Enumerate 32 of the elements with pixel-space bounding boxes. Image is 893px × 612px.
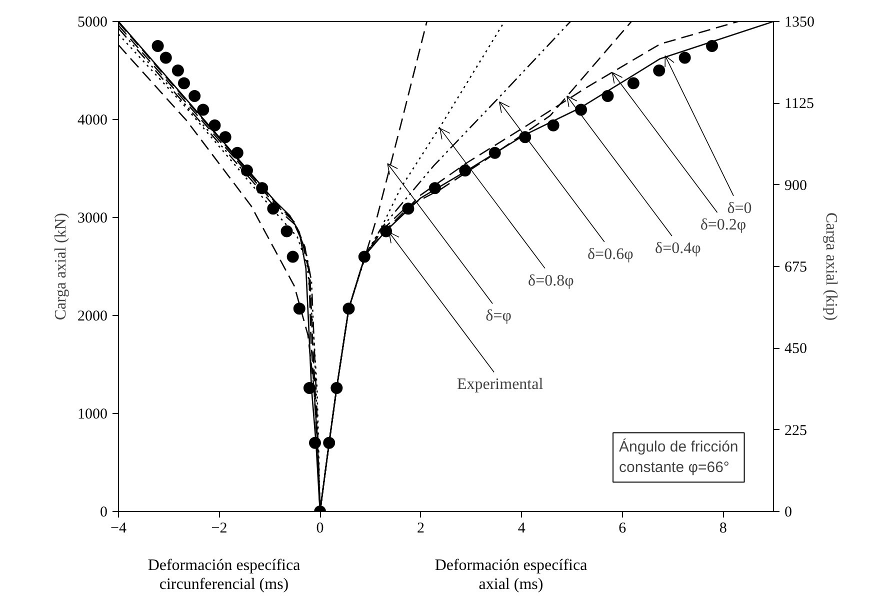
x-tick-label: −4 <box>110 520 127 536</box>
x-tick-label: 8 <box>719 520 727 536</box>
y-tick-label: 5000 <box>78 14 108 30</box>
annotation: Ángulo de fricción constante φ=66° <box>619 438 738 476</box>
x-tick-label: 6 <box>618 520 627 536</box>
y-tick-label: 0 <box>100 504 108 520</box>
y2-axis-title: Carga axial (kip) <box>822 212 840 321</box>
y2-tick-label: 1125 <box>784 96 814 112</box>
y-tick-label: 4000 <box>78 112 108 128</box>
x-tick-label: 2 <box>417 520 425 536</box>
annotation: δ=0.8φ <box>528 272 574 290</box>
y2-tick-label: 450 <box>784 341 807 358</box>
x-tick-label: −2 <box>211 520 228 536</box>
y-tick-label: 1000 <box>78 406 108 422</box>
y-axis-title: Carga axial (kN) <box>52 212 70 320</box>
x-axis-title: Deformación específica circunferencial (ms) <box>148 556 300 594</box>
y-tick-label: 3000 <box>78 210 108 226</box>
annotation: δ=0.2φ <box>700 216 746 234</box>
y2-tick-label: 225 <box>784 422 807 439</box>
annotation: Experimental <box>456 376 544 394</box>
x-tick-label: 0 <box>316 520 324 536</box>
annotation: δ=0.6φ <box>588 246 634 263</box>
y2-tick-label: 900 <box>784 178 807 194</box>
y2-tick-label: 675 <box>784 260 807 276</box>
text: Deformación específica axial (ms) <box>434 556 588 594</box>
annotation: δ=0 <box>727 200 752 217</box>
y-tick-label: 2000 <box>78 308 108 324</box>
annotation: δ=0.4φ <box>655 240 701 257</box>
y2-tick-label: 0 <box>784 504 792 520</box>
annotation: δ=φ <box>486 308 512 325</box>
x-tick-label: 4 <box>518 520 526 536</box>
y2-tick-label: 1350 <box>784 14 814 30</box>
